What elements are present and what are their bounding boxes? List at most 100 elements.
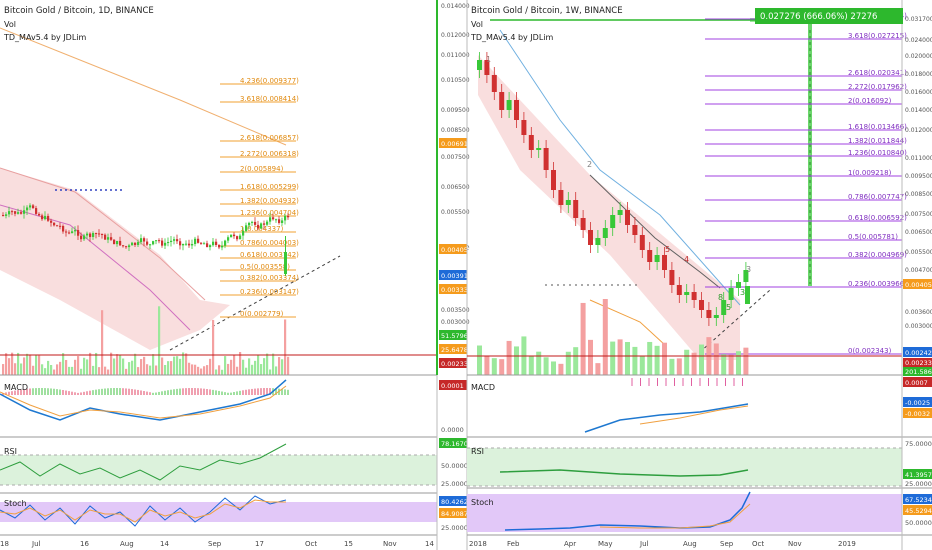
- macd-bar: [11, 391, 13, 395]
- candle-body: [257, 224, 260, 229]
- left-rsi-label: RSI: [4, 447, 17, 456]
- candle-body: [669, 270, 675, 285]
- macd-bar: [83, 391, 85, 395]
- macd-bar: [38, 388, 40, 395]
- volume-bar: [176, 356, 179, 375]
- macd-bar: [242, 390, 244, 395]
- volume-bar: [669, 358, 675, 375]
- candle-body: [602, 228, 608, 238]
- price-tick: 0.005500: [905, 249, 932, 256]
- candle-body: [167, 242, 170, 244]
- volume-bar: [514, 346, 519, 375]
- macd-bar: [269, 388, 271, 395]
- left-descending-channel: [0, 168, 230, 350]
- left-rsi-line: [0, 443, 287, 481]
- volume-bar: [143, 356, 146, 375]
- candle-body: [152, 241, 155, 245]
- volume-bar: [110, 352, 113, 375]
- candle-body: [122, 245, 125, 247]
- volume-bar: [2, 364, 5, 375]
- time-tick: Oct: [305, 540, 317, 548]
- wave-label: 3: [746, 265, 751, 274]
- volume-bar: [158, 306, 161, 375]
- volume-bar: [98, 367, 101, 375]
- volume-bar: [53, 369, 56, 375]
- right-descending-channel: [478, 55, 740, 360]
- wave-label: 2: [587, 160, 592, 169]
- volume-bar: [580, 302, 586, 375]
- price-tick: 0.004700: [905, 267, 932, 274]
- volume-bar: [743, 347, 749, 375]
- volume-bar: [62, 353, 65, 375]
- volume-bar: [639, 355, 645, 375]
- macd-bar: [176, 388, 178, 395]
- macd-bar: [80, 392, 82, 395]
- macd-bar: [74, 392, 76, 395]
- candle-body: [149, 244, 152, 246]
- candle-body: [224, 240, 227, 246]
- price-tick: 0.011000: [905, 155, 932, 162]
- right-ma-line: [499, 29, 741, 306]
- badge: 51.5796: [441, 332, 468, 340]
- macd-bar: [32, 388, 34, 395]
- tick: 25.0000: [441, 480, 468, 488]
- wave-label: 4: [684, 255, 689, 264]
- volume-bar: [260, 364, 263, 375]
- tick: 25.0000: [441, 524, 468, 532]
- fib-level-label: 1.236(0.004704): [240, 209, 299, 217]
- candle-body: [528, 135, 534, 150]
- volume-bar: [269, 369, 272, 375]
- price-tick: 0.005500: [441, 209, 470, 216]
- left-price-badges: 0.006919 0.004058 0.003911 0.003333 51.5…: [439, 138, 472, 532]
- macd-bar: [101, 388, 103, 395]
- fib-level-label: 0.5(0.005781): [848, 233, 898, 241]
- volume-bar: [284, 319, 287, 375]
- candle-body: [743, 270, 749, 282]
- macd-bar: [59, 389, 61, 395]
- macd-bar: [197, 388, 199, 395]
- volume-bar: [140, 359, 143, 375]
- badge: 0.003911: [441, 272, 472, 280]
- fib-level-label: 4.236(0.009377): [240, 77, 299, 85]
- fib-level-label: 2(0.016092): [848, 97, 892, 105]
- macd-bar: [260, 388, 262, 395]
- fib-level-label: 0.236(0.003966): [848, 280, 907, 288]
- candle-body: [699, 300, 704, 310]
- candle-body: [632, 225, 638, 235]
- volume-bar: [17, 352, 20, 375]
- macd-bar: [218, 390, 220, 395]
- time-tick: 18: [0, 540, 9, 548]
- volume-bar: [86, 359, 89, 375]
- volume-bar: [676, 358, 682, 375]
- macd-bar: [35, 388, 37, 395]
- time-tick: Jul: [31, 540, 41, 548]
- volume-bar: [191, 364, 194, 375]
- candle-body: [5, 214, 8, 216]
- candle-body: [110, 237, 113, 240]
- volume-bar: [137, 367, 140, 375]
- volume-bar: [47, 360, 50, 375]
- tick: 25.0000: [905, 480, 932, 488]
- volume-bar: [65, 359, 68, 375]
- price-tick: 0.003600: [905, 309, 932, 316]
- candle-body: [104, 234, 107, 240]
- candle-body: [107, 237, 110, 240]
- candle-body: [68, 232, 71, 234]
- volume-bar: [179, 358, 182, 375]
- volume-bar: [699, 344, 704, 375]
- volume-bar: [170, 361, 173, 375]
- volume-bar: [617, 339, 623, 375]
- candle-body: [558, 190, 564, 205]
- price-tick: 0.011000: [441, 52, 470, 59]
- volume-bar: [167, 361, 170, 375]
- macd-bar: [17, 390, 19, 395]
- right-macd-label: MACD: [471, 383, 495, 392]
- macd-bar: [167, 390, 169, 395]
- volume-bar: [206, 365, 209, 375]
- candle-body: [158, 240, 161, 242]
- volume-bar: [101, 310, 104, 375]
- candle-body: [191, 244, 194, 246]
- candle-body: [53, 222, 56, 226]
- volume-bar: [116, 354, 119, 375]
- macd-bar: [185, 388, 187, 395]
